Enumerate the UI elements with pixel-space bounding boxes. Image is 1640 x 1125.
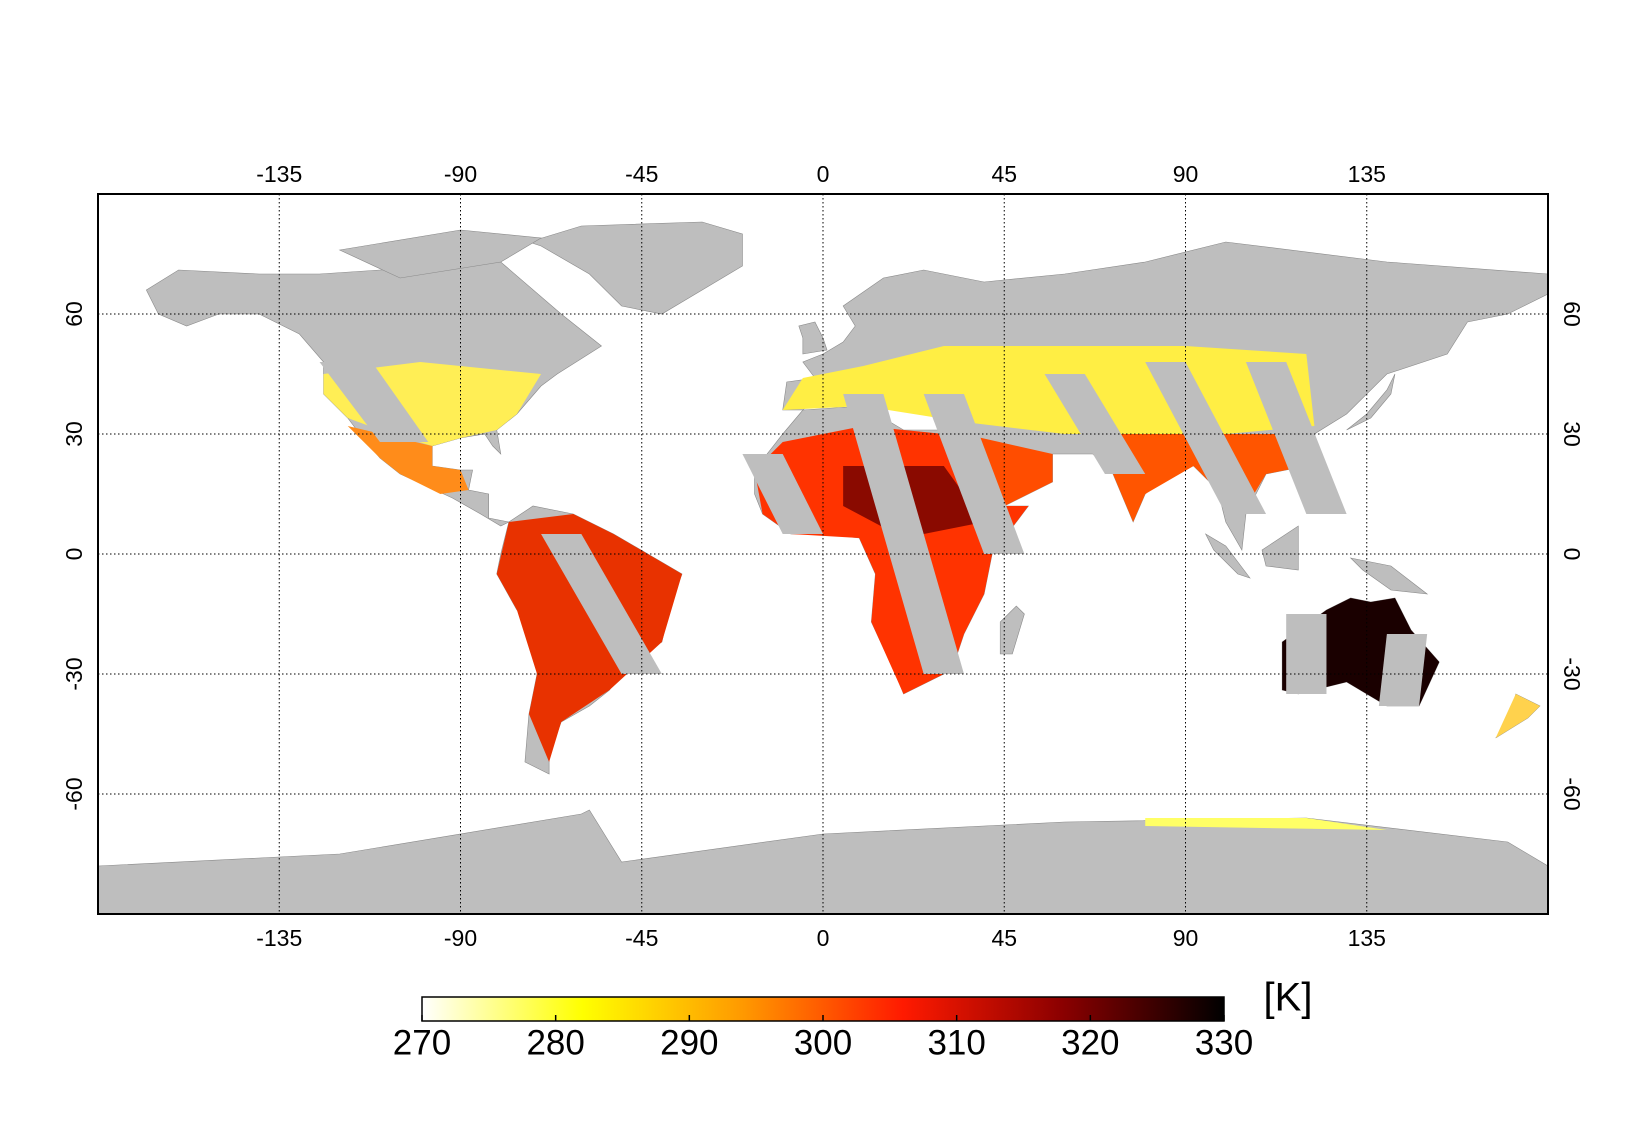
lon-tick-label: -45 <box>625 161 658 187</box>
sumatra <box>1206 534 1250 578</box>
great-britain <box>799 322 827 354</box>
lon-tick-label: -90 <box>444 161 477 187</box>
arctic-islands <box>340 230 541 278</box>
grid <box>98 194 1548 914</box>
borneo <box>1262 526 1298 570</box>
lon-tick-label: -135 <box>256 925 302 951</box>
lon-tick-label: 45 <box>991 161 1017 187</box>
lon-tick-label: 45 <box>991 925 1017 951</box>
new-guinea <box>1351 558 1428 594</box>
lat-tick-label: 60 <box>61 301 87 327</box>
lat-tick-label: 0 <box>61 548 87 561</box>
satellite-gaps <box>319 362 1428 706</box>
projection <box>98 222 1548 914</box>
lon-tick-label: -90 <box>444 925 477 951</box>
lat-tick-label: 60 <box>1559 301 1585 327</box>
lat-tick-label: 30 <box>1559 421 1585 447</box>
lat-tick-label: -60 <box>61 777 87 810</box>
map-area <box>98 194 1548 914</box>
colorbar-tick-label: 310 <box>927 1023 985 1062</box>
lon-tick-label: -45 <box>625 925 658 951</box>
lat-tick-label: 0 <box>1559 548 1585 561</box>
lon-tick-label: -135 <box>256 161 302 187</box>
lat-tick-label: -60 <box>1559 777 1585 810</box>
lon-tick-label: 90 <box>1173 161 1199 187</box>
colorbar-tick-label: 290 <box>660 1023 718 1062</box>
colorbar-unit: [K] <box>1264 976 1313 1020</box>
map-frame <box>97 193 1549 915</box>
colorbar-tick-label: 320 <box>1061 1023 1119 1062</box>
colorbar-tick-label: 270 <box>393 1023 451 1062</box>
lat-tick-label: 30 <box>61 421 87 447</box>
lon-tick-label: 90 <box>1173 925 1199 951</box>
madagascar <box>1000 606 1024 654</box>
colorbar-tick-label: 300 <box>794 1023 852 1062</box>
colorbar-tick-label: 280 <box>526 1023 584 1062</box>
colorbar-tick-label: 330 <box>1195 1023 1253 1062</box>
greenland <box>529 222 742 314</box>
lon-tick-label: 0 <box>817 925 830 951</box>
lat-tick-label: -30 <box>61 657 87 690</box>
lon-tick-label: 135 <box>1348 161 1386 187</box>
lon-tick-label: 135 <box>1348 925 1386 951</box>
lat-tick-label: -30 <box>1559 657 1585 690</box>
lon-tick-label: 0 <box>817 161 830 187</box>
